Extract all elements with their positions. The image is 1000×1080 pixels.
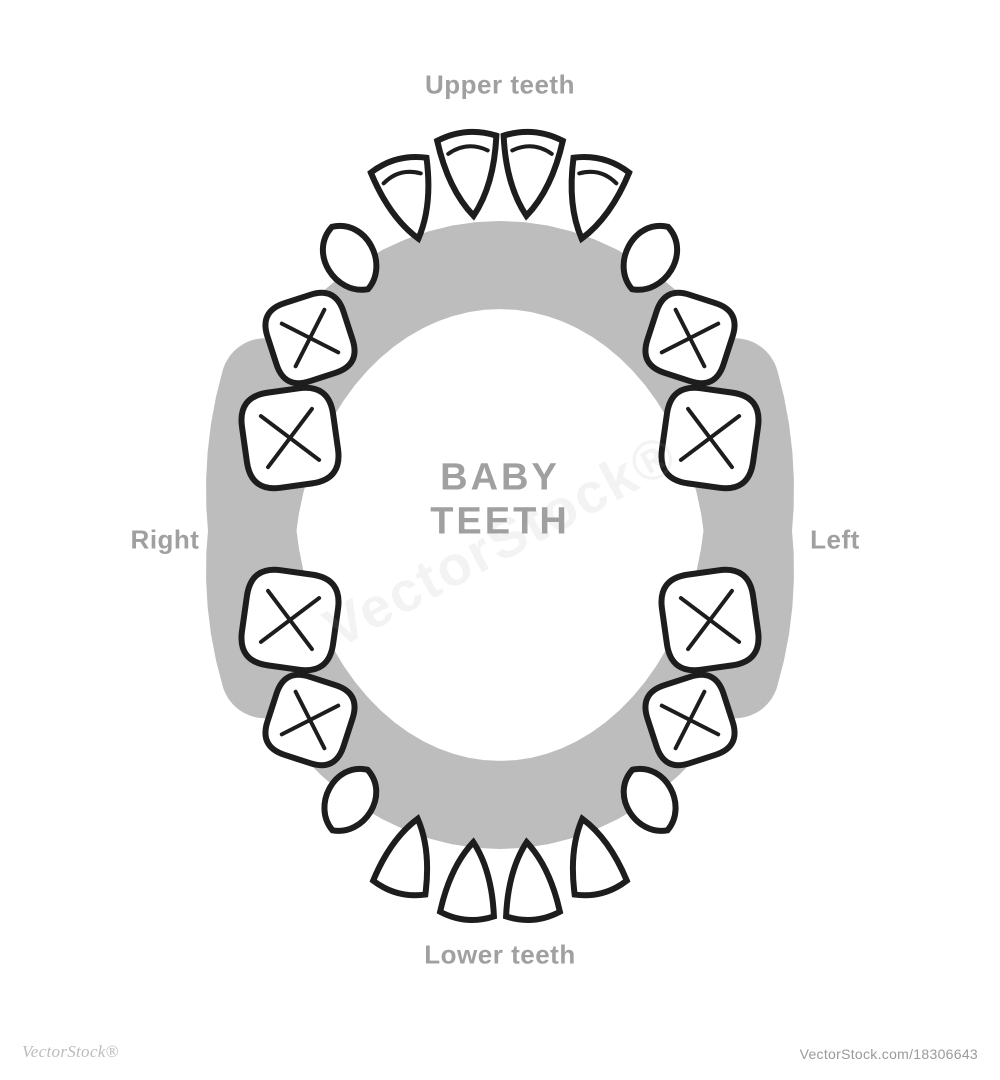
right-side-label: Right: [131, 525, 200, 556]
upper-left-central-incisor: [497, 130, 563, 219]
upper-left-second-molar: [658, 384, 762, 492]
lower-right-second-molar: [238, 566, 342, 674]
footer-site: VectorStock®: [22, 1042, 119, 1062]
tooth-outline: [497, 130, 563, 219]
center-title-line1: BABY: [430, 456, 570, 500]
center-title-line2: TEETH: [430, 500, 570, 544]
upper-right-central-incisor: [437, 130, 503, 219]
lower-left-second-molar: [658, 566, 762, 674]
lower-right-central-incisor: [440, 840, 501, 922]
footer-image-id: VectorStock.com/18306643: [800, 1046, 978, 1062]
upper-teeth-label: Upper teeth: [425, 70, 575, 101]
lower-teeth-label: Lower teeth: [424, 940, 575, 971]
diagram-stage: Upper teeth Lower teeth Right Left BABY …: [0, 0, 1000, 1080]
lower-left-central-incisor: [500, 840, 561, 922]
center-title: BABY TEETH: [430, 456, 570, 543]
upper-right-second-molar: [238, 384, 342, 492]
tooth-outline: [500, 840, 561, 922]
tooth-outline: [440, 840, 501, 922]
left-side-label: Left: [810, 525, 860, 556]
tooth-outline: [437, 130, 503, 219]
